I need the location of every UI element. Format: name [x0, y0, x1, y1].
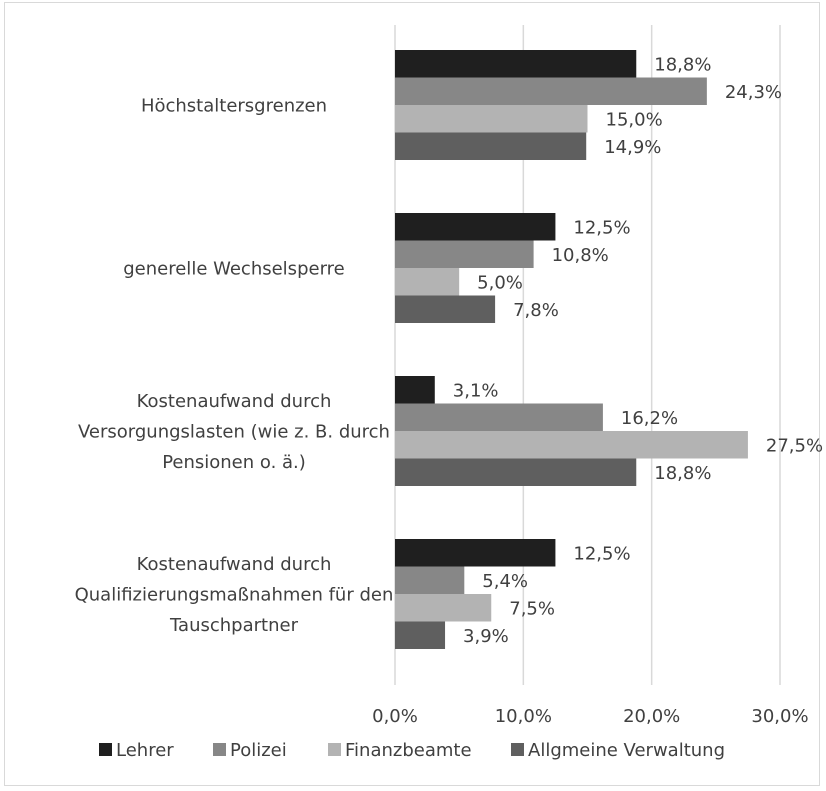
category-label-line: Kostenaufwand durch	[137, 554, 332, 575]
category-label: Kostenaufwand durch Versorgungslasten (wi…	[78, 391, 390, 473]
bar	[395, 240, 534, 268]
legend-swatch	[511, 743, 524, 756]
category-label-line: Versorgungslasten (wie z. B. durch	[78, 422, 390, 443]
bar	[395, 268, 460, 296]
category-label-line: Höchstaltersgrenzen	[141, 96, 327, 117]
bar	[395, 431, 748, 459]
data-label: 18,8%	[654, 463, 711, 484]
bar	[395, 594, 492, 622]
category-label: Höchstaltersgrenzen	[141, 96, 327, 117]
data-label: 18,8%	[654, 54, 711, 75]
legend-label: Lehrer	[116, 740, 174, 761]
legend-swatch	[99, 743, 112, 756]
bar	[395, 458, 637, 486]
data-label: 24,3%	[725, 82, 782, 103]
legend-swatch	[328, 743, 341, 756]
x-tick-label: 20,0%	[623, 706, 680, 727]
category-label-line: generelle Wechselsperre	[123, 259, 344, 280]
bar	[395, 403, 603, 431]
legend-label: Allgmeine Verwaltung	[528, 740, 725, 761]
bar	[395, 621, 446, 649]
data-label: 10,8%	[552, 245, 609, 266]
category-label: Kostenaufwand durch Qualifizierungsmaßnah…	[75, 554, 394, 636]
legend-swatch	[213, 743, 226, 756]
data-label: 3,1%	[453, 380, 499, 401]
bar	[395, 376, 435, 404]
bar	[395, 105, 588, 133]
category-label-line: Pensionen o. ä.)	[162, 452, 306, 473]
data-label: 7,5%	[509, 598, 555, 619]
x-tick-label: 10,0%	[495, 706, 552, 727]
data-label: 12,5%	[573, 543, 630, 564]
data-label: 7,8%	[513, 300, 559, 321]
legend-label: Finanzbeamte	[345, 740, 472, 761]
category-label-line: Kostenaufwand durch	[137, 391, 332, 412]
category-label: generelle Wechselsperre	[123, 259, 344, 280]
data-label: 12,5%	[573, 217, 630, 238]
data-label: 14,9%	[604, 137, 661, 158]
legend-label: Polizei	[230, 740, 287, 761]
category-label-line: Qualifizierungsmaßnahmen für den	[75, 585, 394, 606]
bar	[395, 295, 496, 323]
category-label-line: Tauschpartner	[169, 615, 299, 636]
data-label: 27,5%	[766, 435, 823, 456]
data-label: 5,0%	[477, 272, 523, 293]
data-label: 15,0%	[606, 109, 663, 130]
bar	[395, 566, 465, 594]
bar	[395, 539, 556, 567]
data-label: 3,9%	[463, 626, 509, 647]
data-label: 5,4%	[482, 571, 528, 592]
x-tick-label: 0,0%	[372, 706, 418, 727]
bar	[395, 77, 707, 105]
data-label: 16,2%	[621, 408, 678, 429]
bar	[395, 213, 556, 241]
x-tick-label: 30,0%	[751, 706, 808, 727]
bar	[395, 50, 637, 78]
bar	[395, 132, 587, 160]
